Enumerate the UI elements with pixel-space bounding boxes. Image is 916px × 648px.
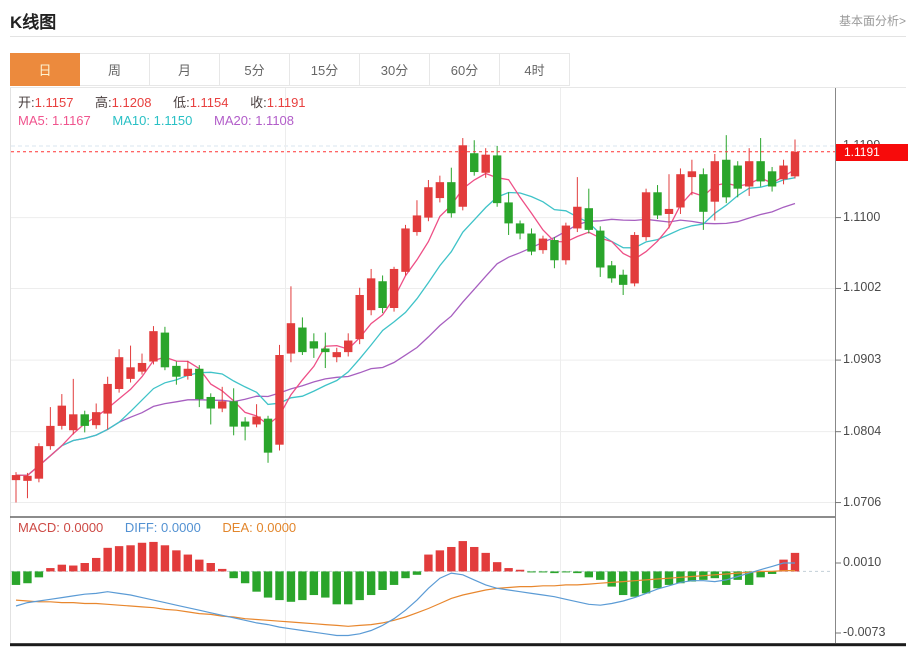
page-title: K线图: [10, 13, 57, 32]
close-label: 收:: [250, 95, 267, 110]
diff-label: DIFF:: [124, 520, 158, 535]
price-axis-label: 1.0804: [843, 423, 882, 438]
tab-15min[interactable]: 15分: [290, 53, 360, 86]
ma20-value: 1.1108: [255, 113, 295, 128]
price-axis-label: 1.1100: [843, 209, 881, 224]
tab-week[interactable]: 周: [80, 53, 150, 86]
ohlc-legend: 开:1.1157 高:1.1208 低:1.1154 收:1.1191: [18, 92, 324, 111]
price-axis-label: 0.0010: [843, 555, 882, 569]
macd-legend: MACD: 0.0000 DIFF: 0.0000 DEA: 0.0000: [18, 520, 314, 535]
macd-label: MACD:: [18, 520, 60, 535]
diff-value: 0.0000: [161, 520, 201, 535]
dea-value: 0.0000: [256, 520, 297, 535]
period-tab-bar: 日 周 月 5分 15分 30分 60分 4时: [10, 53, 906, 88]
ma10-value: 1.1150: [153, 113, 193, 128]
price-axis-label: 1.0903: [843, 352, 882, 367]
ma-legend: MA5: 1.1167 MA10: 1.1150 MA20: 1.1108: [18, 113, 312, 128]
price-axis-label: 1.1002: [843, 280, 882, 295]
tab-5min[interactable]: 5分: [220, 53, 290, 86]
fundamental-analysis-link[interactable]: 基本面分析>: [838, 14, 906, 28]
ma10-label: MA10:: [112, 113, 150, 128]
low-value: 1.1154: [189, 95, 229, 110]
price-axis-label: -0.0073: [843, 625, 886, 639]
tab-4hour[interactable]: 4时: [500, 53, 570, 86]
current-price-tag: 1.1191: [836, 144, 908, 161]
tab-30min[interactable]: 30分: [360, 53, 430, 86]
header-divider: [10, 36, 906, 37]
open-label: 开:: [18, 95, 35, 110]
price-axis-label: 1.0706: [843, 494, 882, 509]
tab-month[interactable]: 月: [150, 53, 220, 86]
open-value: 1.1157: [34, 95, 74, 110]
high-value: 1.1208: [111, 95, 152, 110]
ma5-label: MA5:: [18, 113, 49, 128]
high-label: 高:: [95, 95, 112, 110]
tab-day[interactable]: 日: [10, 53, 80, 86]
ma20-label: MA20:: [214, 113, 252, 128]
tab-60min[interactable]: 60分: [430, 53, 500, 86]
close-value: 1.1191: [266, 95, 306, 110]
macd-value: 0.0000: [63, 520, 104, 535]
low-label: 低:: [173, 95, 190, 110]
dea-label: DEA:: [222, 520, 253, 535]
ma5-value: 1.1167: [51, 113, 91, 128]
